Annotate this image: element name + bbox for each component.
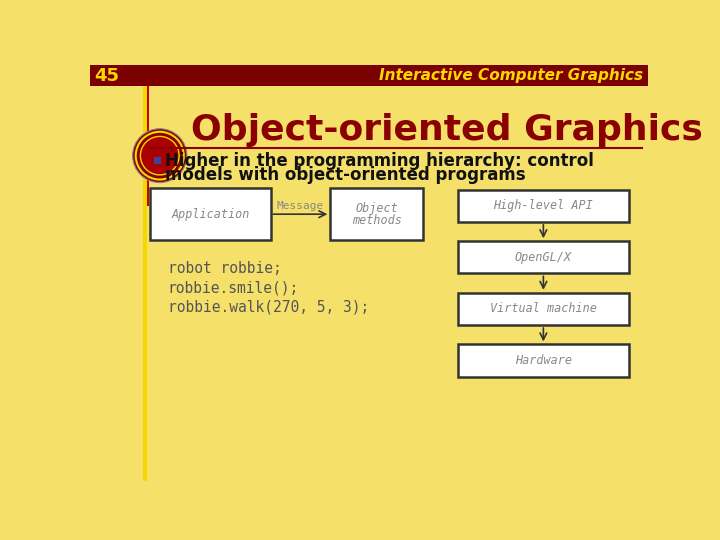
Text: robbie.smile();: robbie.smile(); (168, 281, 299, 295)
FancyArrowPatch shape (274, 211, 325, 218)
Text: methods: methods (352, 214, 402, 227)
Text: OpenGL/X: OpenGL/X (515, 251, 572, 264)
Bar (458, 345, 629, 377)
Text: Object-oriented Graphics: Object-oriented Graphics (191, 113, 703, 147)
Bar (458, 293, 629, 325)
Bar (147, 86, 149, 206)
Bar (330, 188, 423, 240)
Text: High-level API: High-level API (493, 199, 593, 212)
Text: Application: Application (171, 208, 250, 221)
Text: Higher in the programming hierarchy: control: Higher in the programming hierarchy: con… (165, 152, 594, 170)
Text: Object: Object (356, 201, 398, 214)
Bar (458, 190, 629, 222)
Text: models with object-oriented programs: models with object-oriented programs (165, 166, 526, 184)
FancyArrowPatch shape (540, 225, 546, 237)
Bar (90, 65, 648, 86)
FancyArrowPatch shape (540, 328, 546, 340)
Text: Message: Message (276, 201, 324, 212)
Text: Virtual machine: Virtual machine (490, 302, 597, 315)
Circle shape (140, 137, 179, 175)
Circle shape (132, 129, 187, 183)
Text: robbie.walk(270, 5, 3);: robbie.walk(270, 5, 3); (168, 300, 369, 315)
FancyArrowPatch shape (540, 276, 546, 288)
Bar (150, 188, 271, 240)
Bar (458, 241, 629, 273)
Text: robot robbie;: robot robbie; (168, 261, 282, 276)
Text: 45: 45 (94, 66, 120, 85)
Bar (143, 86, 147, 481)
Text: Interactive Computer Graphics: Interactive Computer Graphics (379, 68, 644, 83)
Text: Hardware: Hardware (515, 354, 572, 367)
Bar (153, 157, 161, 164)
